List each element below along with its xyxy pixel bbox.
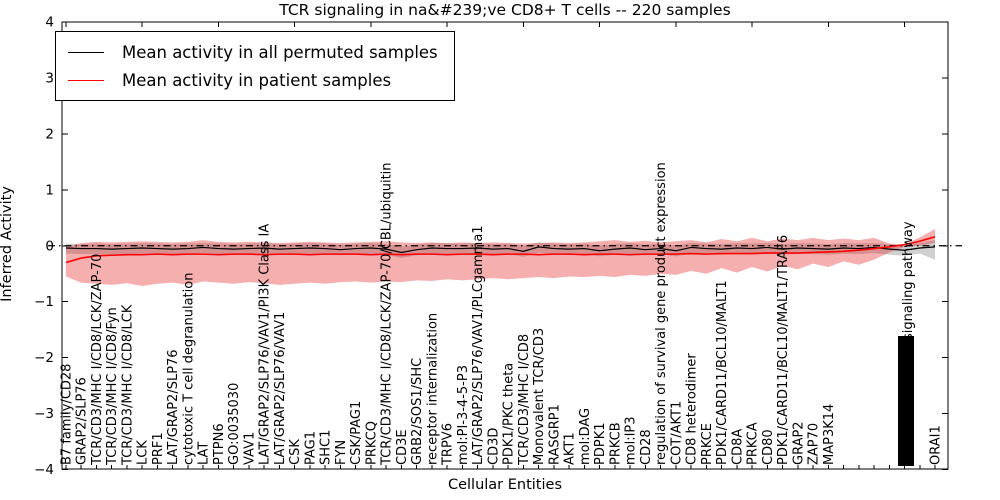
x-tick-label: receptor internalization xyxy=(425,313,440,465)
legend: Mean activity in all permuted samples Me… xyxy=(55,31,455,101)
y-tick-label: 2 xyxy=(45,126,54,142)
band-patient-samples-range xyxy=(66,228,936,286)
x-tick-label: CD28 xyxy=(639,429,654,465)
x-tick-label: B7 family/CD28 xyxy=(60,364,75,465)
y-tick-label: −2 xyxy=(34,350,54,366)
x-tick-label: AKT1 xyxy=(563,432,578,465)
x-tick-label-cluster-fragment: signaling pathway xyxy=(901,221,916,340)
x-tick-label: PTPN6 xyxy=(212,423,227,465)
legend-label: Mean activity in all permuted samples xyxy=(122,42,438,62)
x-tick-label: mol:DAG xyxy=(578,408,593,465)
legend-item-permuted: Mean activity in all permuted samples xyxy=(68,38,438,66)
permuted-mean-line xyxy=(65,246,936,254)
x-tick-label: LAT/GRAP2/SLP76/VAV1 xyxy=(273,312,288,465)
x-tick-label: PRKCE xyxy=(700,423,715,465)
x-tick-label: LAT/GRAP2/SLP76 xyxy=(166,349,181,465)
x-tick-label: CSK xyxy=(288,439,303,465)
y-tick-label: −3 xyxy=(34,406,54,422)
x-tick-label: LAT/GRAP2/SLP76/VAV1/PI3K Class IA xyxy=(258,224,273,465)
band-permuted-samples-range xyxy=(66,240,936,260)
x-tick-label: mol:PI-3-4-5-P3 xyxy=(456,365,471,465)
chart-title: TCR signaling in na&#239;ve CD8+ T cells… xyxy=(279,1,731,19)
x-tick-label: ZAP70 xyxy=(807,423,822,465)
x-tick-label: TCR/CD3/MHC I/CD8/Fyn xyxy=(105,307,120,466)
x-tick-label: PDPK1 xyxy=(593,423,608,466)
legend-line-sample-black xyxy=(68,51,104,53)
x-tick-label: PRKCB xyxy=(608,422,623,465)
legend-label: Mean activity in patient samples xyxy=(122,70,392,90)
x-tick-label: PRF1 xyxy=(151,432,166,465)
x-tick-label: CD3E xyxy=(395,429,410,465)
x-tick-label: FYN xyxy=(334,440,349,465)
x-tick-label: GRAP2 xyxy=(791,421,806,465)
y-tick-label: 4 xyxy=(45,15,54,31)
y-tick-label: −1 xyxy=(34,294,54,310)
x-tick-label: TCR/CD3/MHC I/CD8/LCK/ZAP-70/CBL/ubiquit… xyxy=(380,162,395,466)
x-tick-label: GRAP2/SLP76 xyxy=(75,377,90,465)
x-tick-label: PDK1/PKC theta xyxy=(502,363,517,465)
legend-item-patient: Mean activity in patient samples xyxy=(68,66,438,94)
x-tick-label: regulation of survival gene product expr… xyxy=(654,162,669,465)
x-tick-label: VAV1 xyxy=(242,432,257,465)
x-tick-label: ORAI1 xyxy=(929,425,944,465)
x-tick-label: TRPV6 xyxy=(441,423,456,466)
x-tick-label: PDK1/CARD11/BCL10/MALT1/TRAF6 xyxy=(776,235,791,465)
x-tick-label: Monovalent TCR/CD3 xyxy=(532,328,547,465)
x-tick-label: TCR/CD3/MHC I/CD8/LCK xyxy=(120,304,135,466)
y-tick-label: −4 xyxy=(34,462,54,478)
overlapping-labels-smear xyxy=(898,336,914,466)
x-tick-label: PDK1/CARD11/BCL10/MALT1 xyxy=(715,280,730,465)
x-tick-label: CD8 heterodimer xyxy=(685,353,700,465)
y-tick-label: 0 xyxy=(45,238,54,254)
x-tick-label: PRKCQ xyxy=(364,421,379,465)
x-tick-label: RASGRP1 xyxy=(547,404,562,465)
y-axis-label: Inferred Activity xyxy=(0,186,15,302)
x-tick-label: COT/AKT1 xyxy=(669,401,684,465)
x-tick-label: CD8A xyxy=(730,429,745,465)
x-axis-label: Cellular Entities xyxy=(447,477,563,493)
y-tick-label: 1 xyxy=(45,182,54,198)
x-tick-label: LAT xyxy=(197,442,212,465)
y-tick-label: 3 xyxy=(45,71,54,87)
x-tick-label: CD80 xyxy=(761,429,776,465)
patient-mean-line xyxy=(65,236,936,264)
x-tick-label: mol:IP3 xyxy=(624,416,639,465)
x-tick-label: TCR/CD3/MHC I/CD8 xyxy=(517,334,532,466)
x-tick-label: CSK/PAG1 xyxy=(349,401,364,465)
x-tick-label: LAT/GRAP2/SLP76/VAV1/PLCgamma1 xyxy=(471,225,486,465)
x-tick-label: GO:0035030 xyxy=(227,383,242,465)
legend-line-sample-red xyxy=(68,79,104,81)
x-tick-label: GRB2/SOS1/SHC xyxy=(410,358,425,465)
x-tick-label: PAG1 xyxy=(303,431,318,465)
x-tick-label: SHC1 xyxy=(319,430,334,465)
x-tick-label: LCK xyxy=(136,440,151,465)
x-tick-label: MAP3K14 xyxy=(822,404,837,465)
x-tick-label: CD3D xyxy=(486,428,501,465)
x-tick-label: cytotoxic T cell degranulation xyxy=(181,273,196,465)
x-tick-label: TCR/CD3/MHC I/CD8/LCK/ZAP-70 xyxy=(90,254,105,466)
x-tick-label: PRKCA xyxy=(746,422,761,465)
